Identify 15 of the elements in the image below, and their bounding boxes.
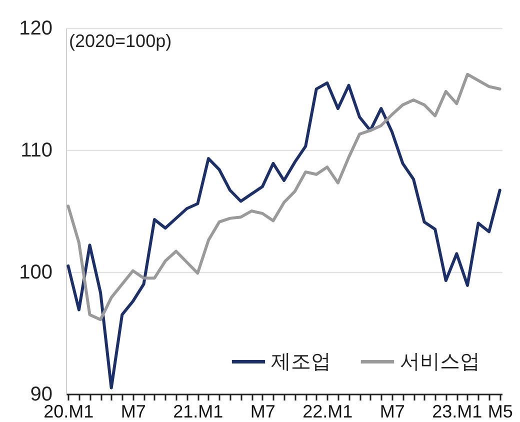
x-tick-label: M7 — [380, 402, 405, 422]
line-series — [66, 81, 502, 390]
legend-label: 서비스업 — [400, 350, 480, 373]
x-tick-label: 21.M1 — [173, 402, 224, 422]
legend-label: 제조업 — [271, 350, 331, 373]
x-tick-label: M7 — [120, 402, 146, 422]
line-series — [66, 72, 502, 322]
x-tick-label: M7 — [250, 402, 276, 422]
annotation: (2020=100p) — [69, 31, 172, 51]
x-tick-label: 23.M1 — [432, 402, 482, 422]
y-tick-label: 120 — [19, 18, 52, 40]
y-tick-label: 110 — [20, 140, 52, 162]
y-tick-label: 100 — [19, 262, 52, 284]
x-tick-label: M5 — [488, 402, 513, 422]
x-tick-label: 22.M1 — [302, 402, 353, 422]
